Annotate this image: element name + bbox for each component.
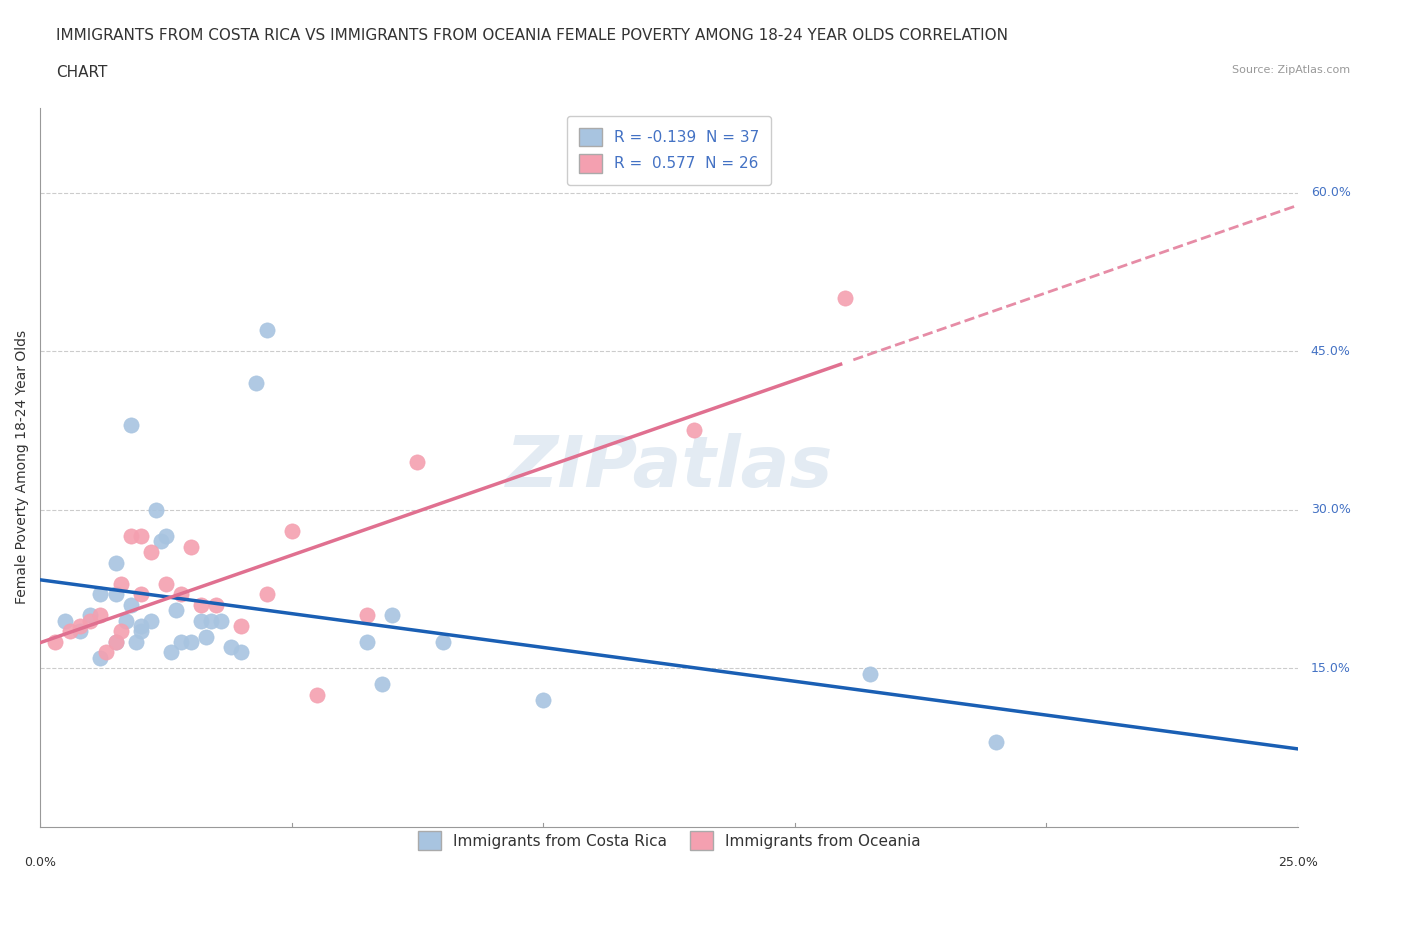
Point <box>190 613 212 628</box>
Point <box>180 634 202 649</box>
Point <box>89 650 111 665</box>
Text: 25.0%: 25.0% <box>1278 856 1317 869</box>
Text: ZIPatlas: ZIPatlas <box>505 433 832 502</box>
Point <box>381 608 404 623</box>
Point <box>170 634 193 649</box>
Point <box>280 524 302 538</box>
Text: 15.0%: 15.0% <box>1310 662 1351 675</box>
Point <box>155 577 177 591</box>
Point <box>406 455 429 470</box>
Point <box>356 608 378 623</box>
Point <box>305 687 328 702</box>
Point <box>120 528 142 543</box>
Point <box>129 618 152 633</box>
Point <box>209 613 232 628</box>
Point <box>432 634 454 649</box>
Point <box>139 545 162 560</box>
Point <box>89 587 111 602</box>
Text: 60.0%: 60.0% <box>1310 186 1351 199</box>
Point <box>79 608 101 623</box>
Point <box>145 502 167 517</box>
Legend: Immigrants from Costa Rica, Immigrants from Oceania: Immigrants from Costa Rica, Immigrants f… <box>405 819 932 862</box>
Point <box>139 613 162 628</box>
Text: 0.0%: 0.0% <box>24 856 56 869</box>
Point <box>79 613 101 628</box>
Point <box>149 534 172 549</box>
Point <box>683 423 706 438</box>
Point <box>110 577 132 591</box>
Point <box>155 528 177 543</box>
Point <box>104 634 127 649</box>
Point <box>245 376 267 391</box>
Point <box>59 624 82 639</box>
Text: Source: ZipAtlas.com: Source: ZipAtlas.com <box>1232 65 1350 75</box>
Point <box>69 624 91 639</box>
Point <box>180 539 202 554</box>
Point <box>53 613 76 628</box>
Point <box>231 645 253 660</box>
Point <box>256 323 278 338</box>
Point <box>125 634 148 649</box>
Text: 30.0%: 30.0% <box>1310 503 1351 516</box>
Text: 45.0%: 45.0% <box>1310 345 1351 358</box>
Point <box>120 597 142 612</box>
Text: CHART: CHART <box>56 65 108 80</box>
Point <box>195 629 218 644</box>
Point <box>170 587 193 602</box>
Point <box>44 634 66 649</box>
Point <box>200 613 222 628</box>
Point <box>69 618 91 633</box>
Point <box>160 645 183 660</box>
Point <box>205 597 228 612</box>
Point <box>256 587 278 602</box>
Point <box>104 634 127 649</box>
Point <box>221 640 243 655</box>
Point <box>531 693 554 708</box>
Point <box>165 603 187 618</box>
Point <box>859 666 882 681</box>
Point <box>231 618 253 633</box>
Point <box>129 528 152 543</box>
Point <box>89 608 111 623</box>
Point <box>110 624 132 639</box>
Point <box>190 597 212 612</box>
Point <box>834 291 856 306</box>
Point <box>356 634 378 649</box>
Point <box>984 735 1007 750</box>
Point <box>129 624 152 639</box>
Point <box>371 677 394 692</box>
Point <box>104 587 127 602</box>
Point <box>114 613 136 628</box>
Point <box>94 645 117 660</box>
Point <box>129 587 152 602</box>
Y-axis label: Female Poverty Among 18-24 Year Olds: Female Poverty Among 18-24 Year Olds <box>15 330 30 604</box>
Point <box>120 418 142 432</box>
Text: IMMIGRANTS FROM COSTA RICA VS IMMIGRANTS FROM OCEANIA FEMALE POVERTY AMONG 18-24: IMMIGRANTS FROM COSTA RICA VS IMMIGRANTS… <box>56 28 1008 43</box>
Point <box>104 555 127 570</box>
